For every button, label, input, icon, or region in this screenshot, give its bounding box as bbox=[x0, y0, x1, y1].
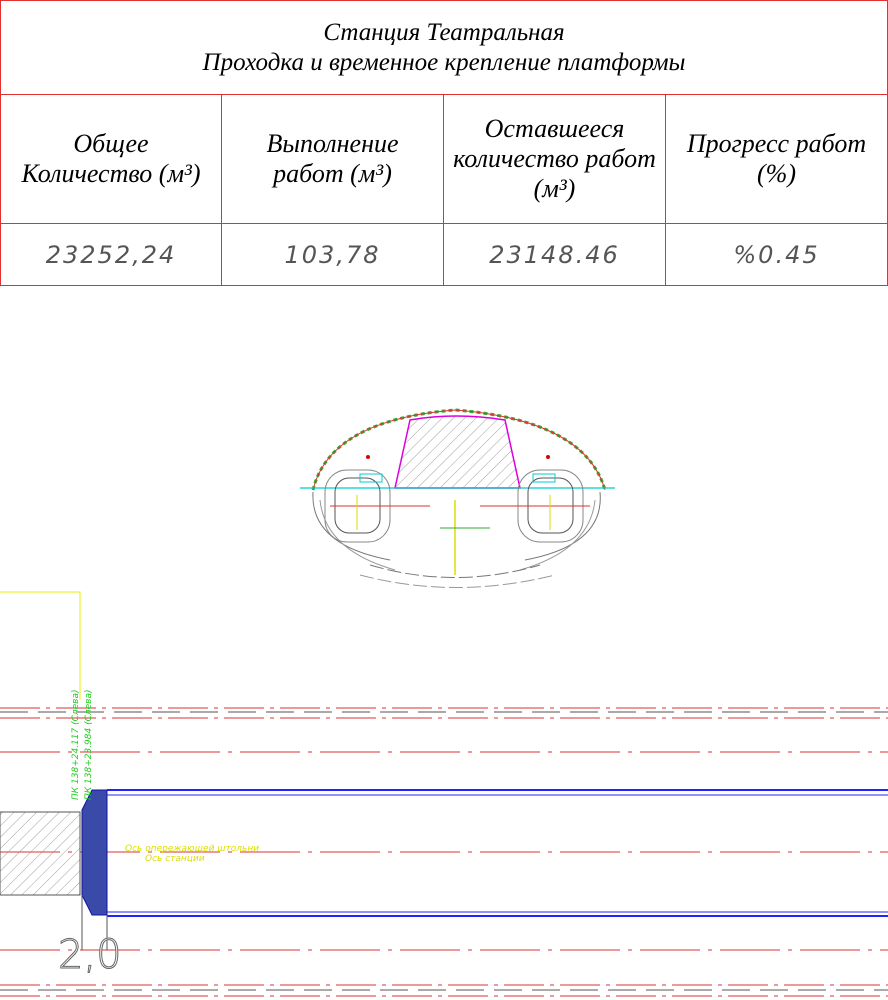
cross-section bbox=[300, 408, 615, 588]
table-title: Станция Театральная Проходка и временное… bbox=[1, 1, 887, 95]
cad-drawing: ПК 138+24.117 (Слева) ПК 138+23.984 (Сле… bbox=[0, 408, 888, 997]
plan-lines bbox=[0, 591, 888, 997]
column-header: Прогресс работ (%) bbox=[666, 94, 887, 224]
chainage-label: ПК 138+23.984 (Слева) bbox=[84, 689, 94, 800]
table-cell: 23148.46 bbox=[444, 224, 666, 286]
dimension-label: 2,0 bbox=[58, 932, 122, 978]
column-header: Общее Количество (м³) bbox=[1, 94, 222, 224]
table-cell: 23252,24 bbox=[1, 224, 222, 286]
header-line: (%) bbox=[757, 158, 796, 188]
axis-label: Ось опережающей штольни bbox=[125, 844, 259, 854]
header-line: количество работ bbox=[453, 143, 656, 173]
table-cell: 103,78 bbox=[222, 224, 444, 286]
title-line: Станция Театральная bbox=[323, 18, 565, 46]
title-line: Проходка и временное крепление платформы bbox=[202, 48, 686, 76]
header-line: работ (м³) bbox=[273, 158, 392, 188]
chainage-label: ПК 138+24.117 (Слева) bbox=[71, 689, 81, 800]
header-line: Оставшееся bbox=[484, 113, 625, 143]
header-line: (м³) bbox=[533, 173, 576, 203]
header-line: Количество (м³) bbox=[21, 158, 201, 188]
header-line: Выполнение bbox=[266, 128, 399, 158]
table-cell: %0.45 bbox=[733, 241, 820, 269]
axis-label: Ось станции bbox=[145, 854, 205, 864]
column-header: Выполнение работ (м³) bbox=[222, 94, 444, 224]
column-header: Оставшееся количество работ (м³) bbox=[444, 94, 666, 224]
header-line: Общее bbox=[73, 128, 149, 158]
progress-table: Станция Театральная Проходка и временное… bbox=[0, 0, 888, 286]
header-line: Прогресс работ bbox=[686, 128, 867, 158]
